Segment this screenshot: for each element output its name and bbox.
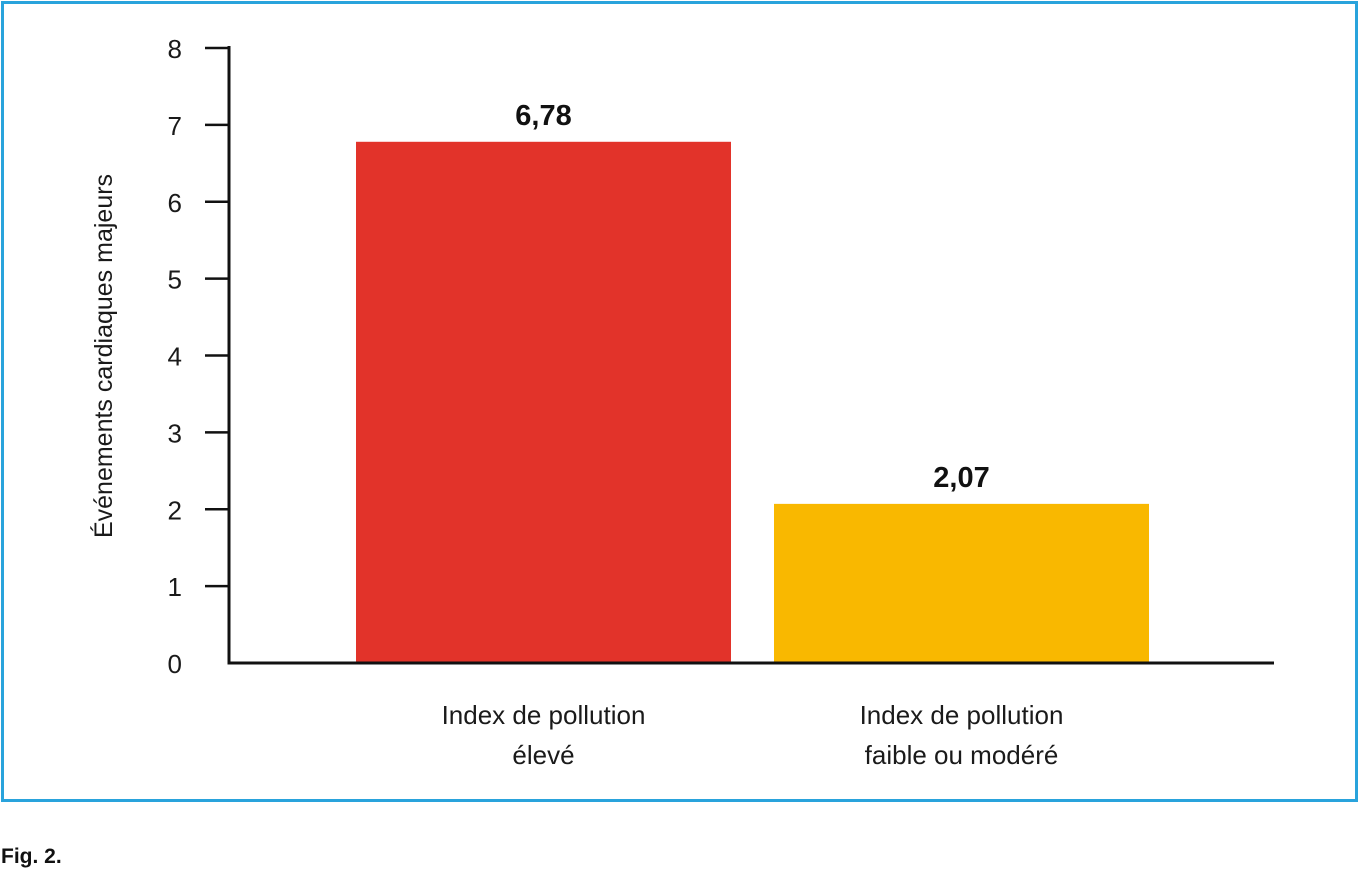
bar <box>774 503 1149 663</box>
y-tick-label: 7 <box>168 111 182 141</box>
data-label: 6,78 <box>515 100 571 132</box>
y-tick-label: 0 <box>168 649 182 679</box>
bar <box>356 141 731 664</box>
x-tick-label: élevé <box>512 740 574 770</box>
y-axis-title: Événements cardiaques majeurs <box>89 174 118 538</box>
bars <box>356 141 1149 664</box>
y-tick-label: 5 <box>168 265 182 295</box>
y-tick-label: 1 <box>168 572 182 602</box>
y-axis: 0 1 2 3 4 5 6 7 8 <box>168 34 231 679</box>
value-labels: 6,78 2,07 <box>515 100 989 494</box>
x-tick-label: faible ou modéré <box>865 740 1059 770</box>
figure-caption: Fig. 2. <box>1 845 62 868</box>
category-labels: Index de pollution élevé Index de pollutio… <box>442 700 1064 770</box>
y-tick-label: 2 <box>168 495 182 525</box>
y-tick-label: 4 <box>168 342 182 372</box>
y-tick-label: 8 <box>168 34 182 64</box>
x-tick-label: Index de pollution <box>442 700 646 730</box>
x-tick-label: Index de pollution <box>860 700 1064 730</box>
y-tick-label: 6 <box>168 188 182 218</box>
data-label: 2,07 <box>933 462 989 494</box>
y-tick-label: 3 <box>168 418 182 448</box>
